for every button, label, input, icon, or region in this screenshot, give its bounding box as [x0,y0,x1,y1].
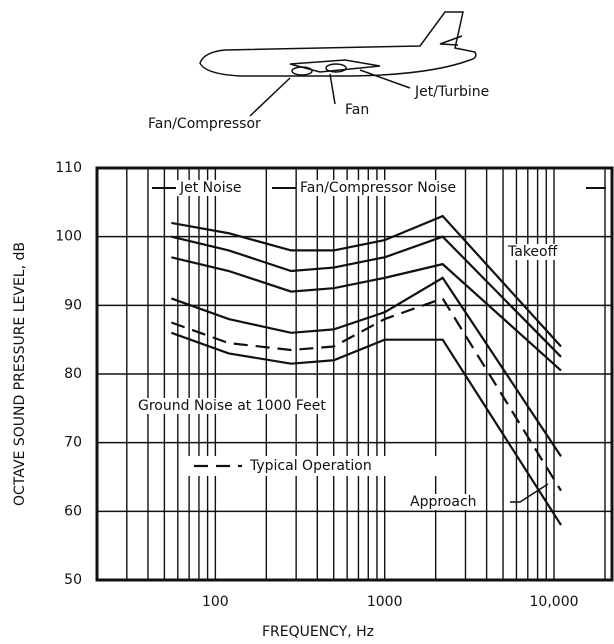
x-tick-label: 100 [202,594,229,610]
airplane-diagram [200,12,476,116]
y-tick-label: 90 [64,297,82,313]
annotation: Approach [410,494,477,510]
y-tick-label: 80 [64,366,82,382]
fuselage [200,12,476,76]
pointer [360,70,410,88]
y-tick-label: 100 [55,229,82,245]
annotation: Fan/Compressor Noise [300,180,456,196]
y-tick-label: 50 [64,572,82,588]
pointer [250,78,290,116]
annotation: Takeoff [507,244,558,260]
wing [290,60,380,72]
y-tick-label: 110 [55,160,82,176]
chart: Fan/Compressor Fan Jet/Turbine FREQUENCY… [0,0,614,644]
diagram-label: Fan/Compressor [148,116,261,132]
pointer [330,74,335,104]
x-tick-label: 10,000 [530,594,579,610]
x-axis-label: FREQUENCY, Hz [262,624,374,640]
y-axis-label: OCTAVE SOUND PRESSURE LEVEL, dB [12,242,28,506]
engine [292,67,312,75]
tail [440,36,462,45]
diagram-label: Fan [345,102,369,118]
annotation: Jet Noise [179,180,242,196]
annotation-pointer [510,484,548,502]
annotation: Ground Noise at 1000 Feet [138,398,326,414]
diagram-label: Jet/Turbine [414,84,489,100]
x-tick-label: 1000 [367,594,403,610]
y-tick-label: 60 [64,503,82,519]
y-tick-label: 70 [64,435,82,451]
legend-label: Typical Operation [249,458,372,474]
